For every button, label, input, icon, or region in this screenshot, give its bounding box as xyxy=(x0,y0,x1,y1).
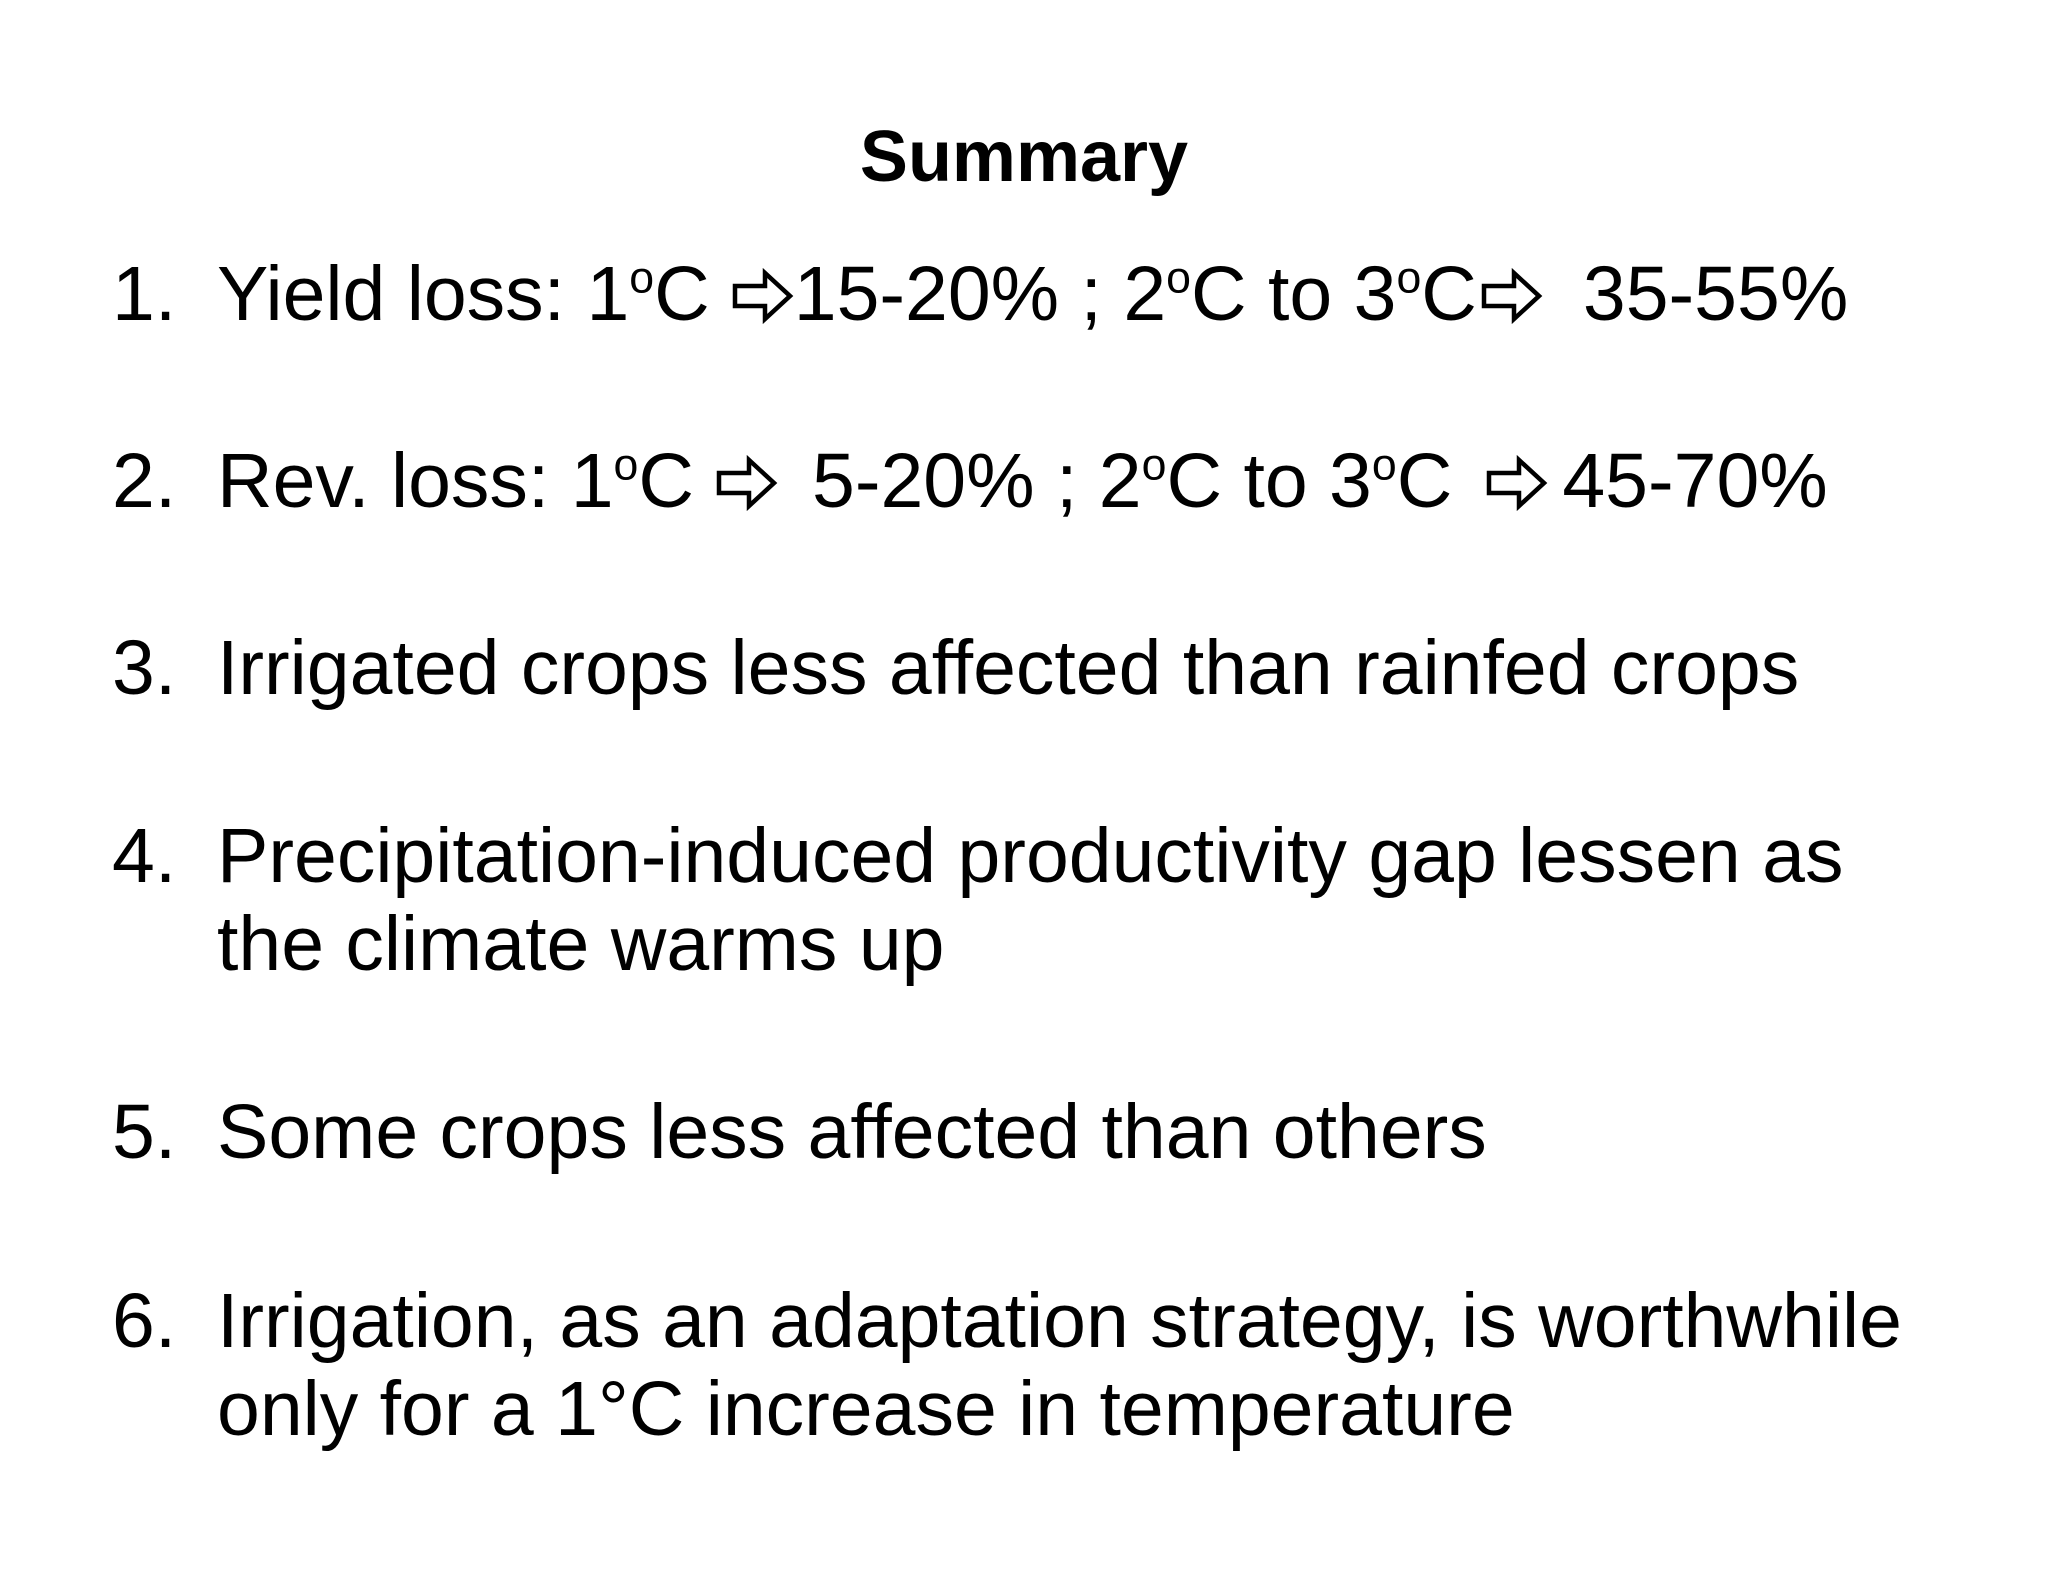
item-text: Irrigated crops less affected than rainf… xyxy=(217,624,1977,712)
right-arrow-outline-icon xyxy=(732,268,794,324)
item-text-part: C xyxy=(1421,251,1477,337)
slide-title: Summary xyxy=(859,117,1189,197)
item-text-part: Yield loss: 1 xyxy=(217,251,630,337)
item-line: Some crops less affected than others xyxy=(217,1089,1487,1175)
item-number: 5. xyxy=(112,1089,177,1175)
right-arrow-outline-icon xyxy=(1487,455,1548,511)
item-text: Rev. loss: 1oC 5-20% ; 2oC to 3oC 45-70% xyxy=(217,437,1977,525)
item-number: 6. xyxy=(112,1278,177,1364)
item-text-part: C to 3 xyxy=(1191,251,1397,337)
degree-sup: o xyxy=(629,253,655,303)
right-arrow-outline-icon xyxy=(1481,268,1543,324)
degree-sup: o xyxy=(613,440,639,490)
item-text: Irrigation, as an adaptation strategy, i… xyxy=(217,1277,1977,1453)
item-number: 3. xyxy=(112,625,177,711)
item-text-part: 5-20% ; 2 xyxy=(812,438,1142,524)
degree-sup: o xyxy=(1371,440,1397,490)
item-line: the climate warms up xyxy=(217,901,945,987)
item-text-part: 15-20% ; 2 xyxy=(793,251,1167,337)
degree-sup: o xyxy=(1396,253,1422,303)
right-arrow-outline-icon xyxy=(716,455,778,511)
item-text-part: Rev. loss: 1 xyxy=(217,438,614,524)
item-text-part: 45-70% xyxy=(1562,438,1828,524)
item-line: Irrigated crops less affected than rainf… xyxy=(217,625,1800,711)
item-number: 1. xyxy=(112,251,177,337)
item-number: 4. xyxy=(112,813,177,899)
item-text: Yield loss: 1oC 15-20% ; 2oC to 3oC 35-55% xyxy=(217,250,1977,338)
item-text-part: C to 3 xyxy=(1166,438,1372,524)
item-line: Irrigation, as an adaptation strategy, i… xyxy=(217,1278,1902,1364)
item-text-part: 35-55% xyxy=(1582,251,1849,337)
item-text: Some crops less affected than others xyxy=(217,1088,1977,1176)
degree-sup: o xyxy=(1166,253,1191,303)
item-text: Precipitation-induced productivity gap l… xyxy=(217,812,1977,988)
item-number: 2. xyxy=(112,438,177,524)
item-text-part: C xyxy=(654,251,710,337)
item-line: only for a 1°C increase in temperature xyxy=(217,1366,1515,1452)
degree-sup: o xyxy=(1141,440,1167,490)
item-text-part: C xyxy=(638,438,694,524)
item-line: Precipitation-induced productivity gap l… xyxy=(217,813,1844,899)
item-text-part: C xyxy=(1396,438,1453,524)
